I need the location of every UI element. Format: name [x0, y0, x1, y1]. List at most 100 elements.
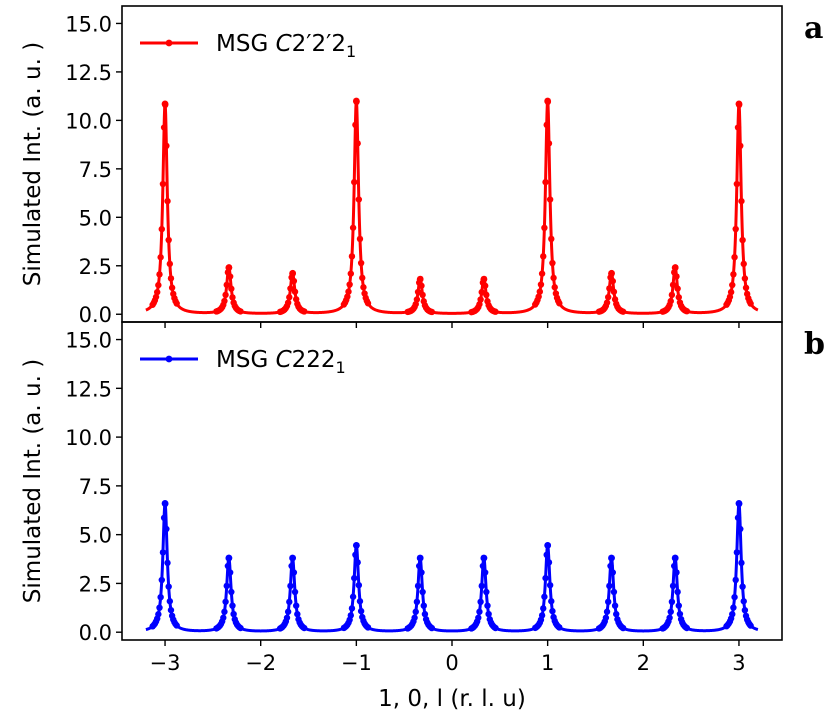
data-point-b-3 [357, 607, 365, 615]
data-point-b-8 [674, 588, 681, 596]
peak-marker-b-8 [671, 554, 679, 562]
data-point-a-3 [356, 235, 364, 243]
data-point-a-8 [669, 281, 677, 289]
data-point-a-8 [673, 273, 680, 280]
data-point-a-5 [478, 288, 485, 296]
data-point-b-4 [414, 582, 422, 590]
peak-marker-a-6 [544, 97, 552, 105]
data-point-a-7 [609, 277, 616, 285]
data-point-a-0 [152, 293, 160, 301]
data-point-a-3 [352, 121, 359, 129]
data-point-b-2 [291, 588, 299, 596]
data-point-a-6 [540, 253, 547, 260]
data-point-a-9 [727, 288, 735, 296]
data-point-a-7 [606, 285, 613, 292]
data-point-a-6 [536, 288, 544, 295]
data-point-b-9 [734, 514, 742, 521]
x-tick-label-2: −1 [341, 651, 372, 675]
data-point-b-9 [740, 598, 747, 605]
data-point-b-0 [159, 549, 167, 556]
data-point-a-7 [610, 288, 618, 295]
data-point-b-4 [428, 624, 436, 632]
data-point-a-6 [538, 270, 546, 277]
y-axis-label-a: Simulated Int. (a. u. ) [20, 42, 46, 286]
data-point-b-4 [413, 598, 421, 606]
panel-letter-b: b [804, 327, 824, 362]
data-point-b-5 [475, 614, 482, 621]
data-point-b-3 [364, 624, 372, 631]
data-point-a-6 [549, 259, 556, 267]
data-point-b-5 [481, 569, 489, 576]
legend-label-b: MSG C2221 [216, 347, 346, 377]
y-tick-label-a-3: 7.5 [79, 158, 112, 182]
data-point-a-0 [156, 271, 163, 278]
data-point-b-2 [290, 569, 298, 576]
data-point-a-2 [291, 288, 299, 295]
data-point-b-9 [741, 607, 749, 614]
data-point-b-4 [420, 602, 427, 609]
data-point-a-1 [237, 308, 244, 315]
data-point-b-5 [485, 610, 492, 618]
data-point-b-6 [538, 612, 546, 619]
data-point-a-8 [675, 294, 682, 301]
data-point-b-2 [286, 598, 293, 606]
data-point-b-0 [167, 606, 175, 614]
x-tick-label-3: 0 [445, 651, 458, 675]
data-point-a-8 [674, 285, 681, 292]
data-point-b-0 [164, 559, 171, 567]
data-point-b-5 [492, 624, 499, 632]
data-point-a-9 [737, 142, 744, 150]
peak-marker-b-9 [735, 500, 743, 507]
data-point-b-1 [228, 588, 235, 596]
data-point-b-7 [613, 610, 620, 618]
data-point-b-8 [671, 562, 678, 570]
data-point-b-3 [347, 612, 354, 619]
data-point-b-7 [611, 602, 619, 609]
data-point-a-9 [739, 236, 746, 244]
data-point-b-0 [173, 622, 180, 629]
data-point-a-2 [286, 294, 293, 301]
panel-letter-a: a [804, 11, 823, 46]
data-point-a-4 [414, 288, 422, 296]
data-point-b-7 [609, 569, 616, 576]
data-point-b-2 [284, 608, 292, 615]
data-point-b-4 [421, 610, 429, 618]
data-point-a-9 [729, 281, 736, 289]
data-point-b-3 [356, 598, 364, 605]
panel-a: MSG C2′2′21 0.0 2.5 5.0 7.5 10.0 12.5 15.0 Simul… [20, 5, 823, 328]
panel-b: MSG C2221 0.0 2.5 5.0 7.5 10.0 12.5 15.0 Simulat… [20, 321, 824, 675]
data-point-a-0 [166, 260, 174, 268]
data-point-a-3 [346, 281, 353, 288]
data-point-a-2 [301, 308, 308, 315]
peak-marker-b-0 [161, 500, 169, 507]
data-point-b-8 [676, 610, 684, 618]
data-point-b-6 [556, 624, 563, 631]
data-point-a-6 [537, 281, 545, 288]
data-point-a-4 [413, 296, 421, 303]
data-point-b-7 [603, 608, 611, 615]
data-point-b-1 [229, 602, 236, 609]
data-point-a-3 [364, 300, 372, 307]
y-tick-label-b-2: 5.0 [79, 524, 112, 548]
data-point-b-1 [222, 598, 229, 605]
data-point-b-0 [165, 583, 172, 590]
x-tick-label-0: −3 [150, 651, 181, 675]
data-point-b-0 [166, 598, 174, 605]
data-point-b-5 [484, 602, 491, 609]
data-point-a-5 [481, 282, 489, 289]
data-point-b-5 [478, 582, 485, 590]
data-point-b-1 [224, 562, 232, 570]
legend-marker-a [165, 39, 173, 47]
data-point-a-7 [605, 293, 612, 301]
data-point-a-1 [228, 285, 235, 292]
data-point-a-0 [164, 197, 171, 205]
data-point-b-9 [729, 610, 736, 618]
x-tick-label-5: 2 [637, 651, 650, 675]
data-point-a-3 [347, 270, 354, 277]
data-point-b-2 [283, 614, 291, 621]
y-tick-label-a-5: 12.5 [65, 61, 112, 85]
y-tick-label-b-1: 2.5 [79, 572, 112, 596]
data-point-a-9 [742, 284, 750, 291]
data-point-b-2 [287, 582, 294, 590]
